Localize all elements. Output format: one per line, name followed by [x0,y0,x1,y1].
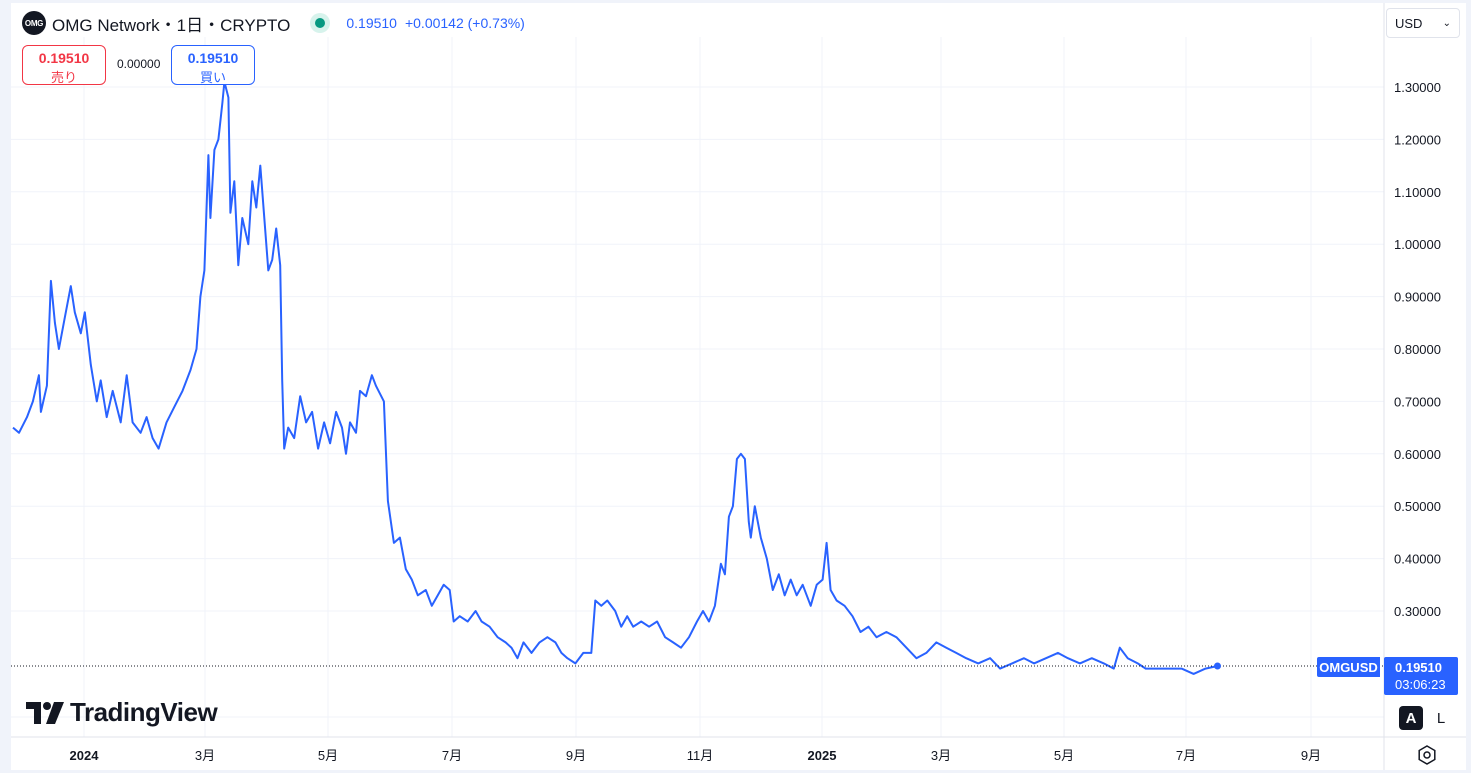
tradingview-watermark[interactable]: TradingView [26,697,218,728]
price-tick-label: 0.30000 [1394,604,1441,619]
price-tick-label: 0.70000 [1394,394,1441,409]
time-tick-label: 2024 [70,748,100,763]
bottom-frame [0,770,1471,773]
chart-legend: OMG OMG Network・1日・CRYPTO 0.19510 +0.001… [22,10,525,36]
market-status-icon[interactable] [310,13,331,33]
last-point-marker [1213,662,1221,670]
legend-change: +0.00142 (+0.73%) [404,15,525,31]
bar-countdown: 03:06:23 [1395,677,1446,692]
chart-grid [11,37,1384,737]
last-price-label: 0.19510 03:06:23 [1384,657,1458,695]
left-frame [0,0,11,773]
legend-last-price: 0.19510 [346,15,397,31]
gear-icon[interactable] [1416,744,1438,766]
omg-logo: OMG [22,11,46,35]
buy-price: 0.19510 [187,50,239,66]
buy-label: 買い [199,70,226,85]
currency-select[interactable]: USD ⌄ [1386,8,1460,38]
sell-label: 売り [50,70,77,85]
buy-button[interactable]: 0.19510 買い [171,45,255,85]
sell-price: 0.19510 [38,50,90,66]
price-tick-label: 1.20000 [1394,132,1441,147]
auto-scale-button[interactable]: A [1399,706,1423,730]
price-tick-label: 0.40000 [1394,552,1441,567]
tradingview-logo-icon [26,701,64,724]
sell-button[interactable]: 0.19510 売り [22,45,106,85]
price-tick-label: 0.80000 [1394,342,1441,357]
price-tick-label: 1.00000 [1394,237,1441,252]
time-tick-label: 11月 [687,748,714,763]
time-tick-label: 2025 [808,748,837,763]
price-line [12,80,1218,675]
top-frame [0,0,1471,3]
time-axis-labels: 2024 3月 5月 7月 9月 11月 2025 3月 5月 7月 9月 [70,748,1322,763]
symbol-price-label: OMGUSD [1317,657,1380,677]
time-tick-label: 9月 [1301,748,1321,763]
time-tick-label: 9月 [566,748,586,763]
time-tick-label: 5月 [1054,748,1074,763]
price-tick-label: 0.90000 [1394,290,1441,305]
time-tick-label: 7月 [442,748,462,763]
tradingview-brand: TradingView [70,697,218,727]
time-tick-label: 7月 [1176,748,1196,763]
time-tick-label: 3月 [931,748,951,763]
last-price-value: 0.19510 [1395,660,1442,675]
currency-value: USD [1395,15,1423,31]
price-series [11,80,1384,675]
price-tick-label: 1.30000 [1394,80,1441,95]
price-axis-labels: 1.30000 1.20000 1.10000 1.00000 0.90000 0.800… [1394,80,1441,619]
chart-axes [11,3,1466,770]
chevron-down-icon: ⌄ [1442,17,1451,29]
right-frame [1466,0,1471,773]
log-scale-button[interactable]: L [1429,706,1453,730]
time-tick-label: 5月 [318,748,338,763]
price-tick-label: 0.50000 [1394,499,1441,514]
time-tick-label: 3月 [195,748,215,763]
price-tick-label: 1.10000 [1394,185,1441,200]
status-dot [315,18,326,28]
spread-value: 0.00000 [117,57,161,71]
price-tick-label: 0.60000 [1394,447,1441,462]
symbol-title[interactable]: OMG Network・1日・CRYPTO [52,15,291,35]
